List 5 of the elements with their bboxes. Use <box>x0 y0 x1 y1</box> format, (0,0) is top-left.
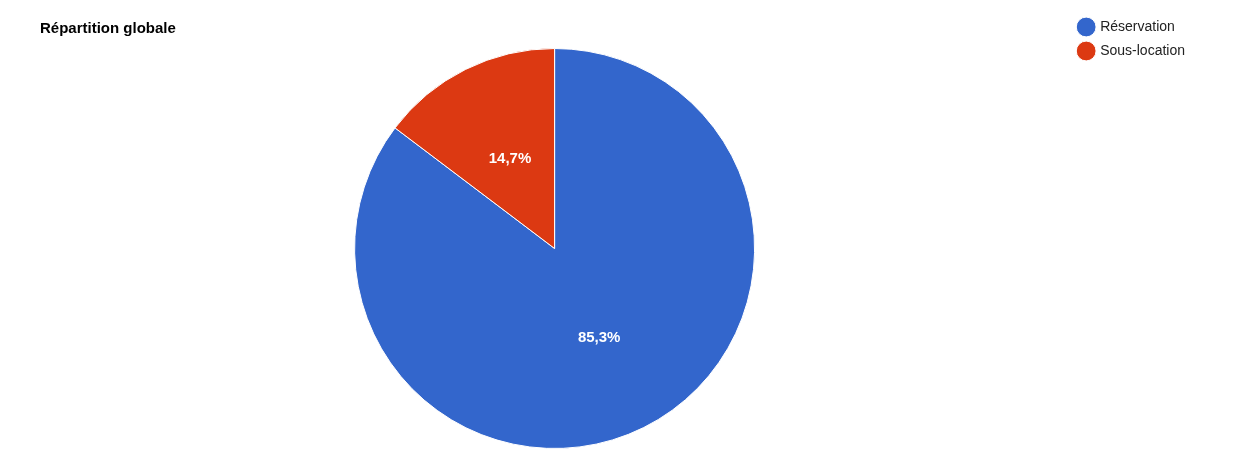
data-label: 85,3% <box>577 328 621 346</box>
text: Répartition globale <box>40 19 176 37</box>
data-label: 14,7% <box>488 149 532 167</box>
legend-label: Sous-location <box>1100 41 1185 58</box>
legend-label: Réservation <box>1100 17 1175 34</box>
